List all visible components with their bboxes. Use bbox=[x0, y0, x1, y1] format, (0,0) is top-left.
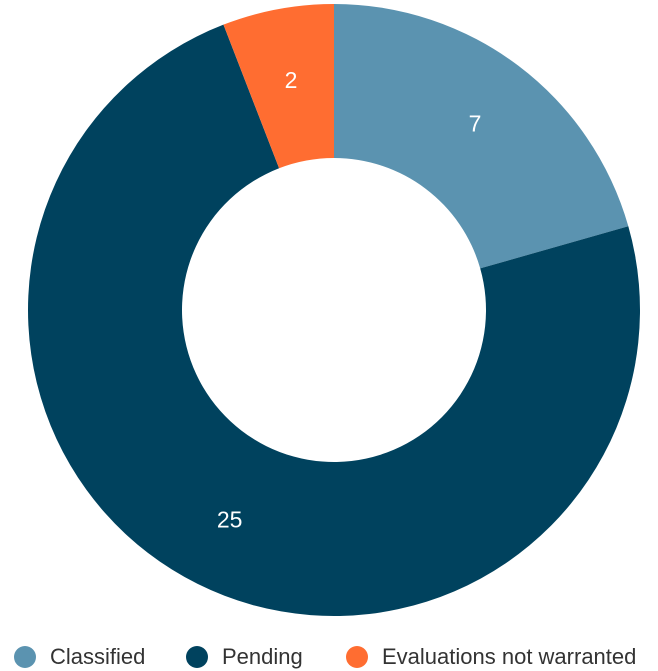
legend-item-classified: Classified bbox=[14, 642, 145, 671]
legend: Classified Pending Evaluations not warra… bbox=[0, 642, 658, 671]
legend-swatch-classified bbox=[14, 645, 36, 668]
legend-item-evaluations-not-warranted: Evaluations not warranted bbox=[346, 642, 636, 671]
donut-plot: 7 25 2 bbox=[28, 4, 641, 616]
legend-label-pending: Pending bbox=[222, 643, 303, 669]
slice-evaluations-not-warranted bbox=[223, 4, 334, 169]
legend-label-classified: Classified bbox=[50, 643, 146, 669]
slice-pending bbox=[28, 24, 641, 616]
slice-classified bbox=[334, 4, 629, 269]
data-label-classified: 7 bbox=[469, 110, 482, 136]
legend-label-evaluations-not-warranted: Evaluations not warranted bbox=[382, 643, 637, 669]
data-label-pending: 25 bbox=[217, 506, 243, 532]
data-label-evaluations-not-warranted: 2 bbox=[285, 67, 298, 93]
legend-swatch-pending bbox=[186, 645, 208, 668]
legend-swatch-evaluations-not-warranted bbox=[346, 645, 368, 668]
legend-item-pending: Pending bbox=[186, 642, 303, 671]
